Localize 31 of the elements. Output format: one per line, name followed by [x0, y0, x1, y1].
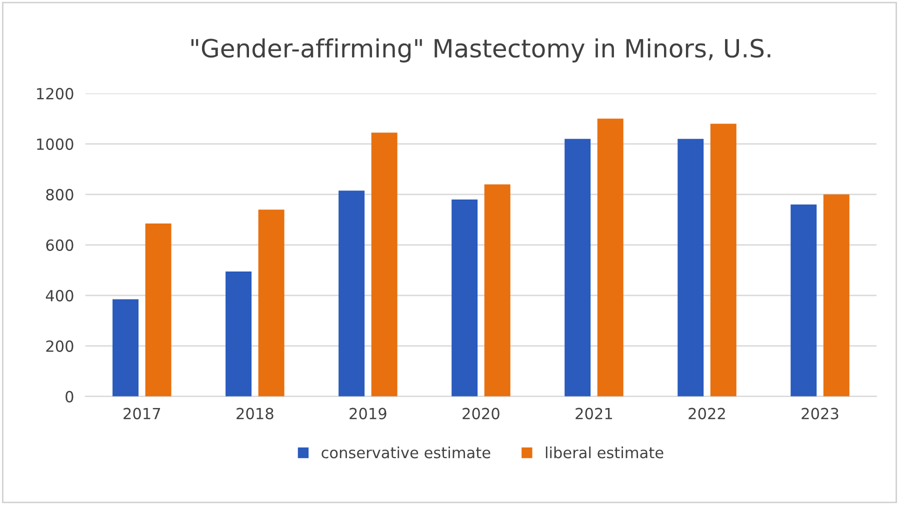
y-tick-label: 800: [46, 188, 74, 200]
bar: [112, 299, 139, 396]
x-tick-label: 2021: [576, 408, 612, 420]
x-tick-label: 2018: [236, 408, 274, 420]
y-tick-label: 1200: [37, 88, 74, 100]
bar: [790, 204, 817, 396]
legend-label: liberal estimate: [546, 446, 664, 458]
chart-title: "Gender-affirming" Mastectomy in Minors, U.S.: [191, 38, 770, 63]
bar: [371, 132, 398, 396]
bar: [710, 124, 736, 396]
y-tick-label: 400: [46, 290, 74, 302]
y-tick-label: 600: [46, 239, 74, 251]
x-tick-label: 2022: [688, 408, 725, 420]
x-tick-label: 2019: [350, 408, 386, 420]
y-tick-label: 1000: [37, 138, 74, 150]
bar: [823, 194, 850, 396]
y-tick-label: 0: [66, 390, 74, 402]
y-tick-label: 200: [46, 340, 74, 352]
bar: [226, 271, 252, 396]
bar: [597, 118, 624, 396]
bar: [678, 138, 704, 396]
bar: [145, 223, 172, 396]
bar: [258, 210, 284, 396]
bar: [484, 184, 510, 396]
x-tick-label: 2017: [124, 408, 160, 420]
legend-label: conservative estimate: [322, 446, 490, 458]
bar: [452, 199, 478, 396]
x-tick-label: 2020: [462, 408, 500, 420]
bar: [338, 190, 365, 396]
bar: [564, 138, 591, 396]
x-tick-label: 2023: [802, 408, 838, 420]
